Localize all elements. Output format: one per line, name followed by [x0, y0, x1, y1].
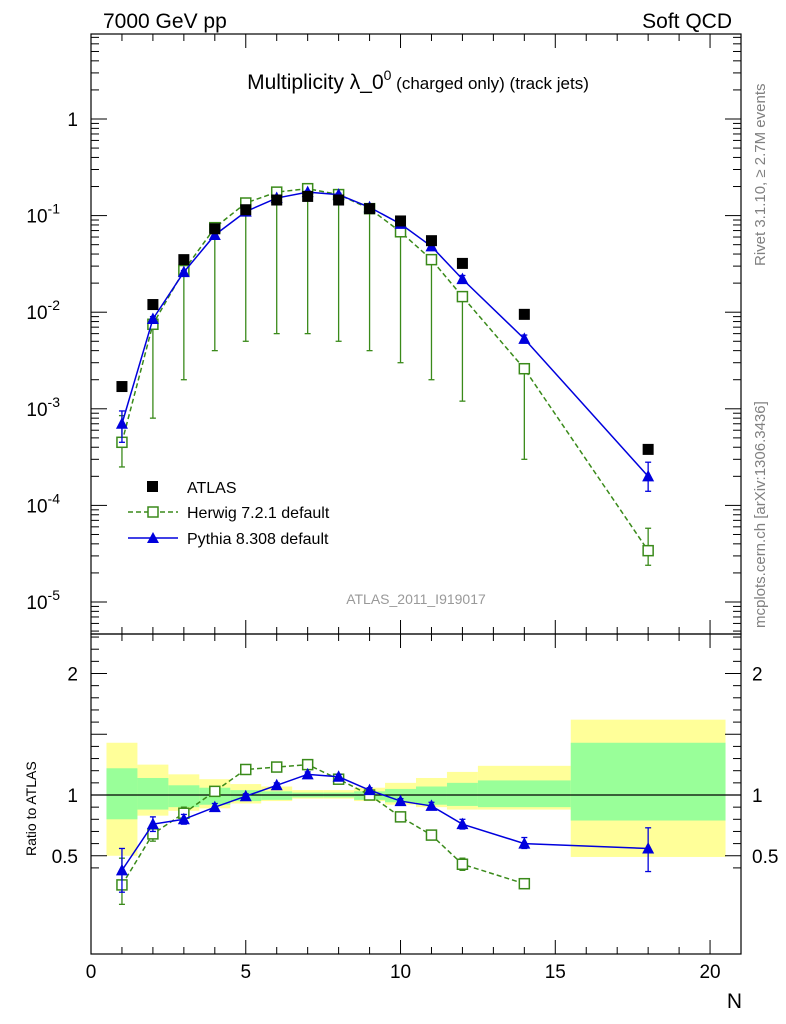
ratio-point-pythia: [363, 783, 376, 796]
main-point-atlas: [364, 203, 376, 215]
ratio-point-pythia: [146, 817, 159, 830]
y-tick-label-ratio-left: 2: [67, 665, 78, 686]
ratio-point-pythia: [456, 817, 469, 830]
y-tick-label-main: 1: [67, 110, 78, 131]
main-point-pythia: [115, 417, 128, 429]
ratio-point-herwig: [209, 785, 221, 798]
y-tick-label-ratio-right: 2: [752, 665, 763, 686]
ratio-point-pythia: [208, 800, 221, 813]
main-point-pythia: [518, 332, 531, 344]
legend-label-herwig: Herwig 7.2.1 default: [187, 505, 330, 522]
legend-label-atlas: ATLAS: [187, 480, 237, 497]
x-tick-label: 20: [699, 962, 720, 983]
y-tick-label-main: 10-2: [26, 297, 60, 324]
ratio-point-pythia: [425, 799, 438, 811]
ratio-point-pythia: [301, 767, 314, 780]
y-tick-label-main: 10-4: [26, 490, 60, 517]
header-left: 7000 GeV pp: [103, 10, 227, 33]
plot-title: Multiplicity λ_00 (charged only) (track …: [247, 67, 589, 94]
y-tick-label-main: 10-3: [26, 394, 60, 421]
ratio-point-herwig: [270, 761, 283, 773]
band-inner-11: [446, 782, 478, 806]
ratio-point-pythia: [239, 789, 252, 802]
ratio-panel-series: [115, 758, 655, 905]
main-point-atlas: [178, 254, 190, 266]
ratio-point-pythia: [270, 778, 283, 791]
legend-marker-pythia: [147, 532, 159, 543]
y-tick-label-ratio-left: 1: [67, 786, 78, 807]
band-inner-10: [416, 786, 447, 805]
legend-marker-herwig: [147, 506, 159, 518]
ratio-point-herwig: [425, 829, 438, 841]
y-tick-label-ratio-left: 0.5: [52, 847, 78, 868]
legend: ATLAS Herwig 7.2.1 default Pythia 8.308 …: [128, 480, 330, 548]
ratio-point-herwig: [456, 858, 469, 871]
main-point-herwig: [518, 362, 531, 375]
main-panel-series: [115, 182, 655, 566]
analysis-label: ATLAS_2011_I919017: [346, 591, 486, 607]
ratio-point-pythia: [177, 812, 190, 825]
main-line-pythia: [121, 191, 649, 477]
ratio-line-pythia: [121, 773, 649, 871]
main-point-atlas: [395, 215, 407, 227]
main-point-pythia: [177, 265, 190, 278]
band-inner-0: [106, 768, 138, 820]
main-point-atlas: [456, 257, 468, 269]
y-tick-label-main: 10-1: [26, 201, 60, 228]
side-text-mcplots: mcplots.cern.ch [arXiv:1306.3436]: [752, 401, 769, 628]
ratio-point-pythia: [642, 841, 655, 854]
ratio-uncertainty-bands: [91, 719, 741, 857]
ratio-point-pythia: [332, 770, 345, 782]
main-point-atlas: [302, 190, 314, 202]
main-point-atlas: [518, 308, 530, 320]
x-tick-label: 10: [390, 962, 411, 983]
ratio-point-pythia: [115, 863, 128, 876]
ratio-y-axis-label: Ratio to ATLAS: [23, 761, 39, 856]
header-right: Soft QCD: [642, 10, 732, 33]
band-inner-2: [168, 785, 200, 808]
ratio-point-pythia: [394, 794, 407, 807]
band-inner-13: [570, 742, 726, 821]
x-axis-label: N: [727, 990, 742, 1013]
x-tick-label: 5: [240, 962, 251, 983]
main-point-atlas: [271, 194, 283, 206]
main-point-herwig: [456, 290, 469, 303]
y-tick-label-main: 10-5: [26, 587, 60, 614]
main-point-herwig: [642, 544, 654, 557]
main-point-atlas: [642, 443, 654, 455]
band-inner-5: [261, 791, 293, 800]
x-tick-label: 15: [545, 962, 566, 983]
ratio-point-herwig: [240, 763, 252, 776]
main-point-herwig: [425, 253, 438, 266]
band-inner-12: [477, 780, 571, 808]
main-point-atlas: [147, 299, 159, 311]
side-text-rivet: Rivet 3.1.10, ≥ 2.7M events: [752, 84, 769, 267]
plot-title-superscript: 0: [384, 67, 392, 83]
y-tick-label-ratio-right: 0.5: [752, 847, 778, 868]
main-point-atlas: [116, 381, 128, 393]
ratio-point-pythia: [518, 837, 531, 849]
ratio-point-herwig: [394, 811, 407, 823]
ratio-point-herwig: [518, 877, 531, 890]
legend-label-pythia: Pythia 8.308 default: [187, 531, 329, 548]
legend-marker-atlas: [147, 481, 158, 492]
main-point-pythia: [642, 469, 655, 482]
y-tick-label-ratio-right: 1: [752, 786, 763, 807]
plot-title-tail: (charged only) (track jets): [391, 74, 588, 93]
main-point-pythia: [456, 272, 469, 285]
main-point-atlas: [425, 235, 437, 247]
x-tick-label: 0: [86, 962, 97, 983]
main-point-atlas: [209, 223, 221, 235]
band-inner-1: [137, 777, 169, 810]
axis-ticks: 0 5 10 15 20 1 10-1 10-2 10-3 10-4 10-5 0.5 0.5 1 1 2 2: [26, 34, 778, 983]
main-point-atlas: [240, 204, 252, 216]
main-point-atlas: [333, 194, 345, 206]
main-point-pythia: [146, 312, 159, 325]
plot-title-main: Multiplicity λ_0: [247, 71, 384, 94]
ratio-panel-frame: [90, 633, 742, 955]
